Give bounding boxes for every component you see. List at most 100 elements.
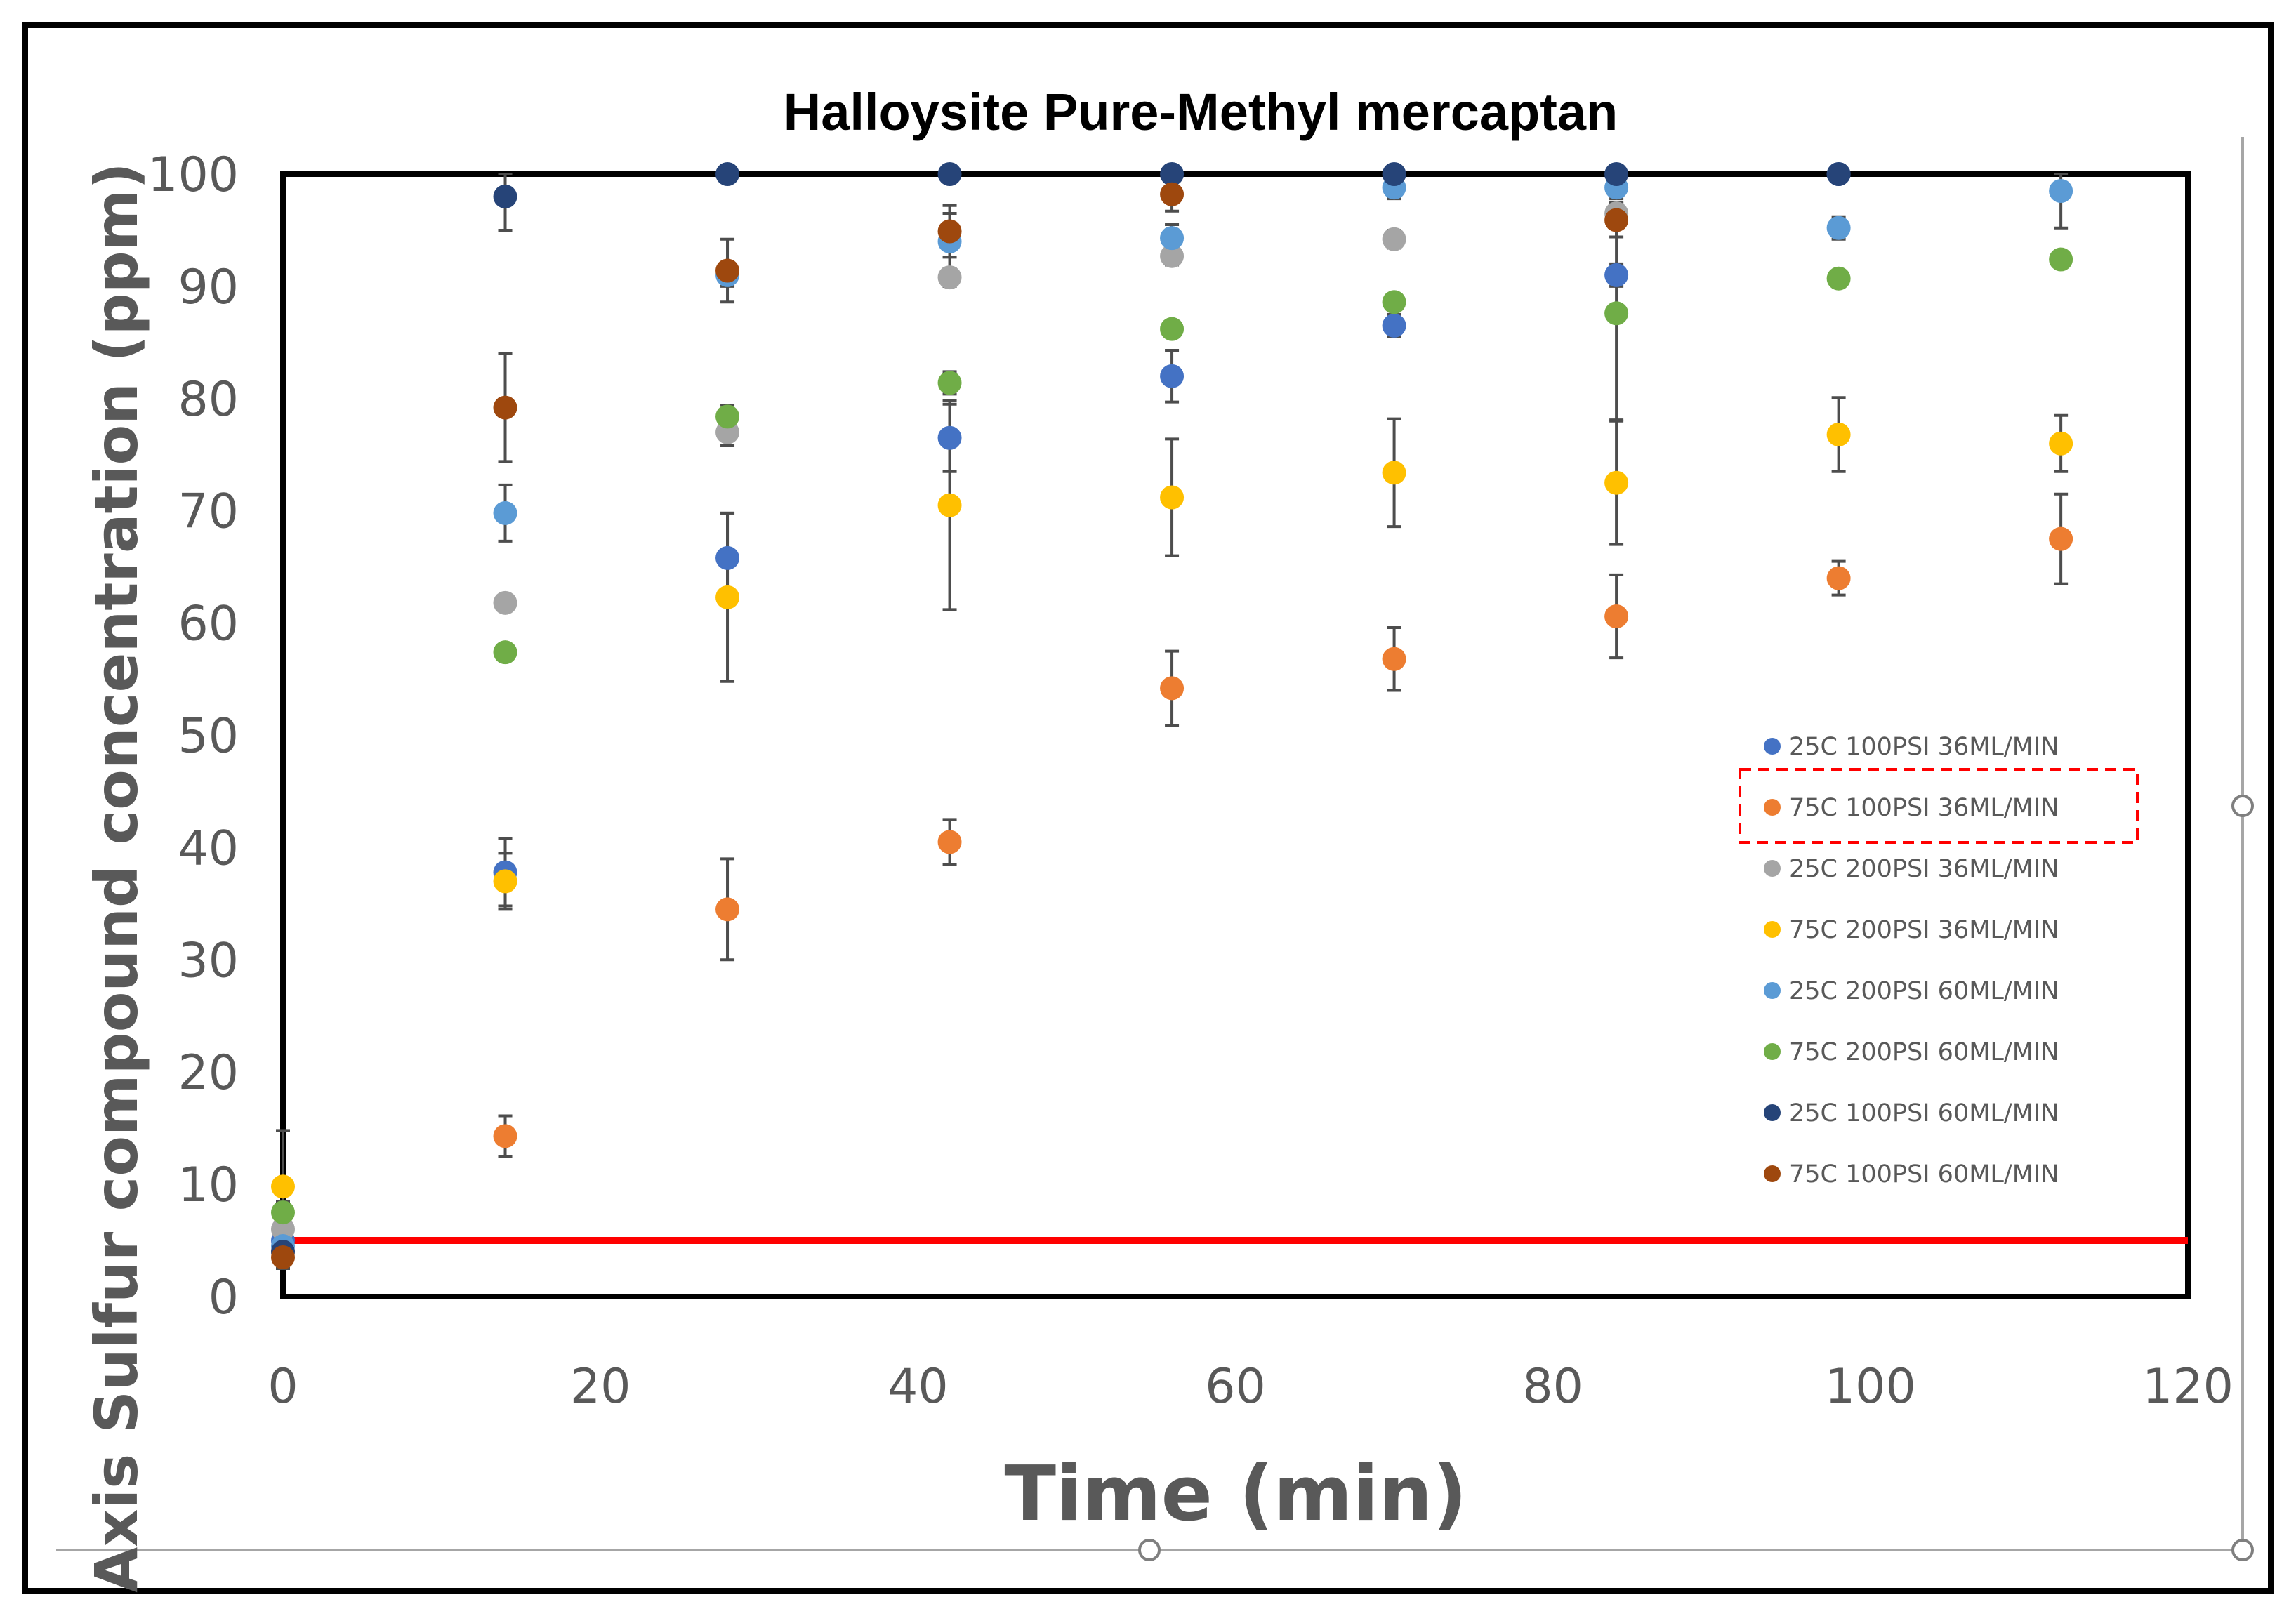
data-point[interactable] (1382, 290, 1406, 314)
x-tick-labels: 0 20 40 60 80 100 120 (268, 1359, 2234, 1415)
data-point[interactable] (1382, 162, 1406, 186)
data-point[interactable] (1604, 604, 1629, 629)
legend-marker (1764, 860, 1781, 877)
data-point[interactable] (1160, 676, 1185, 701)
data-point[interactable] (1826, 566, 1851, 590)
y-axis-title: Axis Sulfur compound concentration (ppm) (82, 162, 151, 1593)
y-tick-label: 80 (178, 372, 239, 428)
data-point[interactable] (1160, 162, 1185, 186)
data-point[interactable] (1604, 301, 1629, 326)
legend-marker (1764, 799, 1781, 816)
data-point[interactable] (937, 493, 962, 517)
legend-item[interactable]: 75C 100PSI 60ML/MIN (1764, 1160, 2059, 1188)
data-point[interactable] (1826, 162, 1851, 186)
y-tick-label: 20 (178, 1045, 239, 1101)
x-tick-label: 0 (268, 1359, 298, 1415)
data-point[interactable] (493, 184, 517, 208)
data-point[interactable] (271, 1200, 295, 1225)
legend-label: 75C 200PSI 36ML/MIN (1789, 916, 2059, 944)
y-tick-label: 40 (178, 821, 239, 876)
data-point[interactable] (1826, 266, 1851, 291)
resize-handle-right[interactable] (2231, 795, 2254, 817)
y-tick-label: 0 (209, 1270, 239, 1325)
y-tick-label: 10 (178, 1158, 239, 1213)
data-point[interactable] (937, 265, 962, 290)
data-point[interactable] (493, 590, 517, 615)
legend-marker (1764, 1104, 1781, 1121)
data-point[interactable] (715, 162, 740, 186)
x-tick-label: 40 (888, 1359, 949, 1415)
data-point[interactable] (493, 640, 517, 665)
data-point[interactable] (1160, 182, 1185, 206)
y-tick-label: 30 (178, 933, 239, 988)
x-axis-title: Time (min) (1004, 1450, 1467, 1538)
chart-title: Halloysite Pure-Methyl mercaptan (784, 83, 1618, 141)
data-point[interactable] (271, 1174, 295, 1199)
y-tick-label: 50 (178, 709, 239, 764)
legend[interactable]: 25C 100PSI 36ML/MIN 75C 100PSI 36ML/MIN 25… (1764, 733, 2059, 1188)
data-point[interactable] (715, 545, 740, 570)
data-point[interactable] (937, 162, 962, 186)
data-point[interactable] (1160, 485, 1185, 510)
data-point[interactable] (937, 219, 962, 244)
resize-handle-corner[interactable] (2231, 1539, 2254, 1561)
data-point[interactable] (937, 371, 962, 395)
data-point[interactable] (1604, 263, 1629, 287)
data-point[interactable] (493, 395, 517, 420)
legend-item[interactable]: 25C 100PSI 60ML/MIN (1764, 1099, 2059, 1127)
data-point[interactable] (715, 404, 740, 429)
y-tick-labels: 0 10 20 30 40 50 60 70 80 90 100 (147, 147, 239, 1325)
data-point[interactable] (2049, 526, 2073, 551)
data-points (271, 162, 2073, 1270)
data-point[interactable] (1826, 422, 1851, 446)
y-tick-label: 90 (178, 260, 239, 315)
legend-label: 75C 100PSI 36ML/MIN (1789, 794, 2059, 822)
data-point[interactable] (493, 869, 517, 894)
data-point[interactable] (2049, 247, 2073, 272)
data-point[interactable] (1604, 208, 1629, 232)
data-point[interactable] (271, 1217, 295, 1242)
x-tick-label: 60 (1205, 1359, 1266, 1415)
data-point[interactable] (271, 1245, 295, 1270)
figure-border (22, 22, 2274, 1594)
legend-marker (1764, 1043, 1781, 1060)
legend-label: 25C 100PSI 36ML/MIN (1789, 733, 2059, 761)
data-point[interactable] (1604, 470, 1629, 495)
data-point[interactable] (493, 1124, 517, 1148)
y-tick-label: 70 (178, 484, 239, 540)
y-tick-label: 100 (147, 147, 239, 203)
legend-item[interactable]: 25C 100PSI 36ML/MIN (1764, 733, 2059, 761)
data-point[interactable] (937, 425, 962, 450)
data-point[interactable] (1382, 647, 1406, 671)
data-point[interactable] (1160, 364, 1185, 388)
x-tick-label: 100 (1825, 1359, 1916, 1415)
data-point[interactable] (715, 258, 740, 283)
legend-item[interactable]: 75C 200PSI 60ML/MIN (1764, 1038, 2059, 1066)
data-point[interactable] (1160, 244, 1185, 268)
x-tick-label: 120 (2142, 1359, 2234, 1415)
data-point[interactable] (715, 897, 740, 922)
data-point[interactable] (715, 585, 740, 609)
legend-item[interactable]: 25C 200PSI 36ML/MIN (1764, 855, 2059, 883)
legend-label: 75C 200PSI 60ML/MIN (1789, 1038, 2059, 1066)
resize-handle-bottom[interactable] (1138, 1539, 1161, 1561)
legend-item[interactable]: 75C 200PSI 36ML/MIN (1764, 916, 2059, 944)
data-point[interactable] (493, 501, 517, 525)
data-point[interactable] (1160, 226, 1185, 251)
data-point[interactable] (1382, 461, 1406, 485)
plot-area-border (280, 171, 2191, 1299)
data-point[interactable] (1826, 216, 1851, 240)
data-point[interactable] (937, 830, 962, 854)
legend-item[interactable]: 75C 100PSI 36ML/MIN (1764, 794, 2059, 822)
data-point[interactable] (1382, 313, 1406, 338)
data-point[interactable] (1160, 317, 1185, 341)
legend-label: 25C 200PSI 36ML/MIN (1789, 855, 2059, 883)
legend-label: 25C 100PSI 60ML/MIN (1789, 1099, 2059, 1127)
data-point[interactable] (1382, 227, 1406, 251)
data-point[interactable] (2049, 431, 2073, 456)
data-point[interactable] (2049, 178, 2073, 203)
data-point[interactable] (1604, 162, 1629, 186)
legend-item[interactable]: 25C 200PSI 60ML/MIN (1764, 977, 2059, 1005)
